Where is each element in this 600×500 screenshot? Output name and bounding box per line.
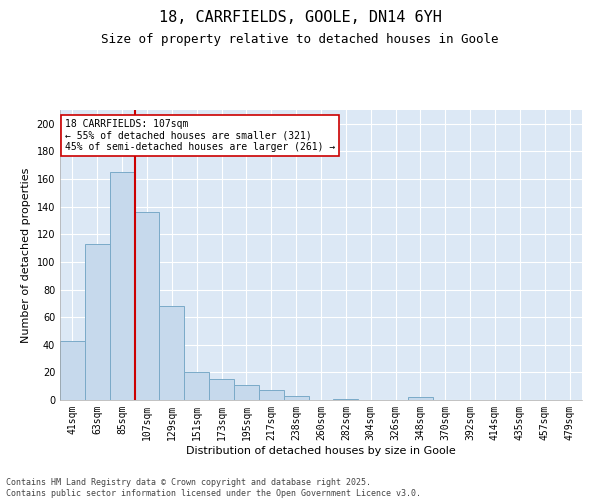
Text: 18 CARRFIELDS: 107sqm
← 55% of detached houses are smaller (321)
45% of semi-det: 18 CARRFIELDS: 107sqm ← 55% of detached … — [65, 118, 335, 152]
Bar — [408, 397, 433, 400]
Text: Size of property relative to detached houses in Goole: Size of property relative to detached ho… — [101, 32, 499, 46]
Bar — [184, 372, 209, 400]
Bar — [60, 340, 85, 400]
Bar — [209, 380, 234, 400]
Text: Contains HM Land Registry data © Crown copyright and database right 2025.
Contai: Contains HM Land Registry data © Crown c… — [6, 478, 421, 498]
Bar — [334, 398, 358, 400]
Bar — [284, 396, 308, 400]
Bar — [134, 212, 160, 400]
Bar — [160, 306, 184, 400]
Bar — [234, 385, 259, 400]
Y-axis label: Number of detached properties: Number of detached properties — [21, 168, 31, 342]
Bar — [85, 244, 110, 400]
Bar — [259, 390, 284, 400]
Bar — [110, 172, 134, 400]
Text: 18, CARRFIELDS, GOOLE, DN14 6YH: 18, CARRFIELDS, GOOLE, DN14 6YH — [158, 10, 442, 25]
X-axis label: Distribution of detached houses by size in Goole: Distribution of detached houses by size … — [186, 446, 456, 456]
